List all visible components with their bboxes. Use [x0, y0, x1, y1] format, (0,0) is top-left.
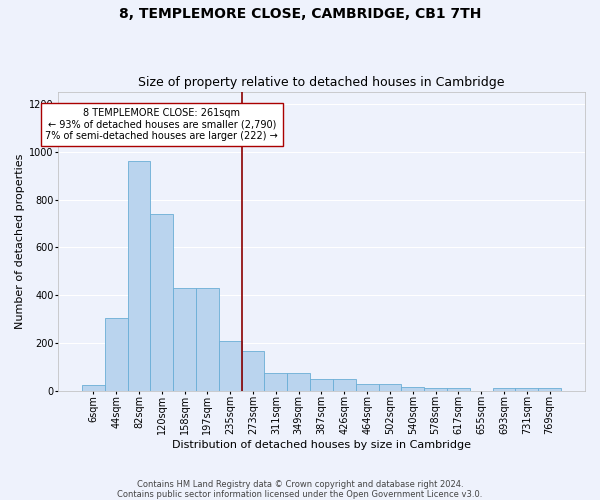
Bar: [515, 388, 538, 391]
Bar: [173, 288, 196, 391]
Bar: [447, 388, 470, 391]
Bar: [379, 384, 401, 391]
Bar: [128, 162, 151, 391]
Bar: [493, 388, 515, 391]
X-axis label: Distribution of detached houses by size in Cambridge: Distribution of detached houses by size …: [172, 440, 471, 450]
Text: 8, TEMPLEMORE CLOSE, CAMBRIDGE, CB1 7TH: 8, TEMPLEMORE CLOSE, CAMBRIDGE, CB1 7TH: [119, 8, 481, 22]
Bar: [310, 380, 333, 391]
Bar: [219, 340, 242, 391]
Bar: [287, 373, 310, 391]
Text: 8 TEMPLEMORE CLOSE: 261sqm
← 93% of detached houses are smaller (2,790)
7% of se: 8 TEMPLEMORE CLOSE: 261sqm ← 93% of deta…: [46, 108, 278, 141]
Bar: [151, 214, 173, 391]
Bar: [424, 388, 447, 391]
Bar: [82, 385, 105, 391]
Bar: [333, 380, 356, 391]
Y-axis label: Number of detached properties: Number of detached properties: [15, 154, 25, 329]
Bar: [242, 352, 265, 391]
Text: Contains HM Land Registry data © Crown copyright and database right 2024.
Contai: Contains HM Land Registry data © Crown c…: [118, 480, 482, 499]
Bar: [265, 373, 287, 391]
Bar: [196, 288, 219, 391]
Bar: [105, 318, 128, 391]
Title: Size of property relative to detached houses in Cambridge: Size of property relative to detached ho…: [138, 76, 505, 90]
Bar: [401, 386, 424, 391]
Bar: [538, 388, 561, 391]
Bar: [356, 384, 379, 391]
